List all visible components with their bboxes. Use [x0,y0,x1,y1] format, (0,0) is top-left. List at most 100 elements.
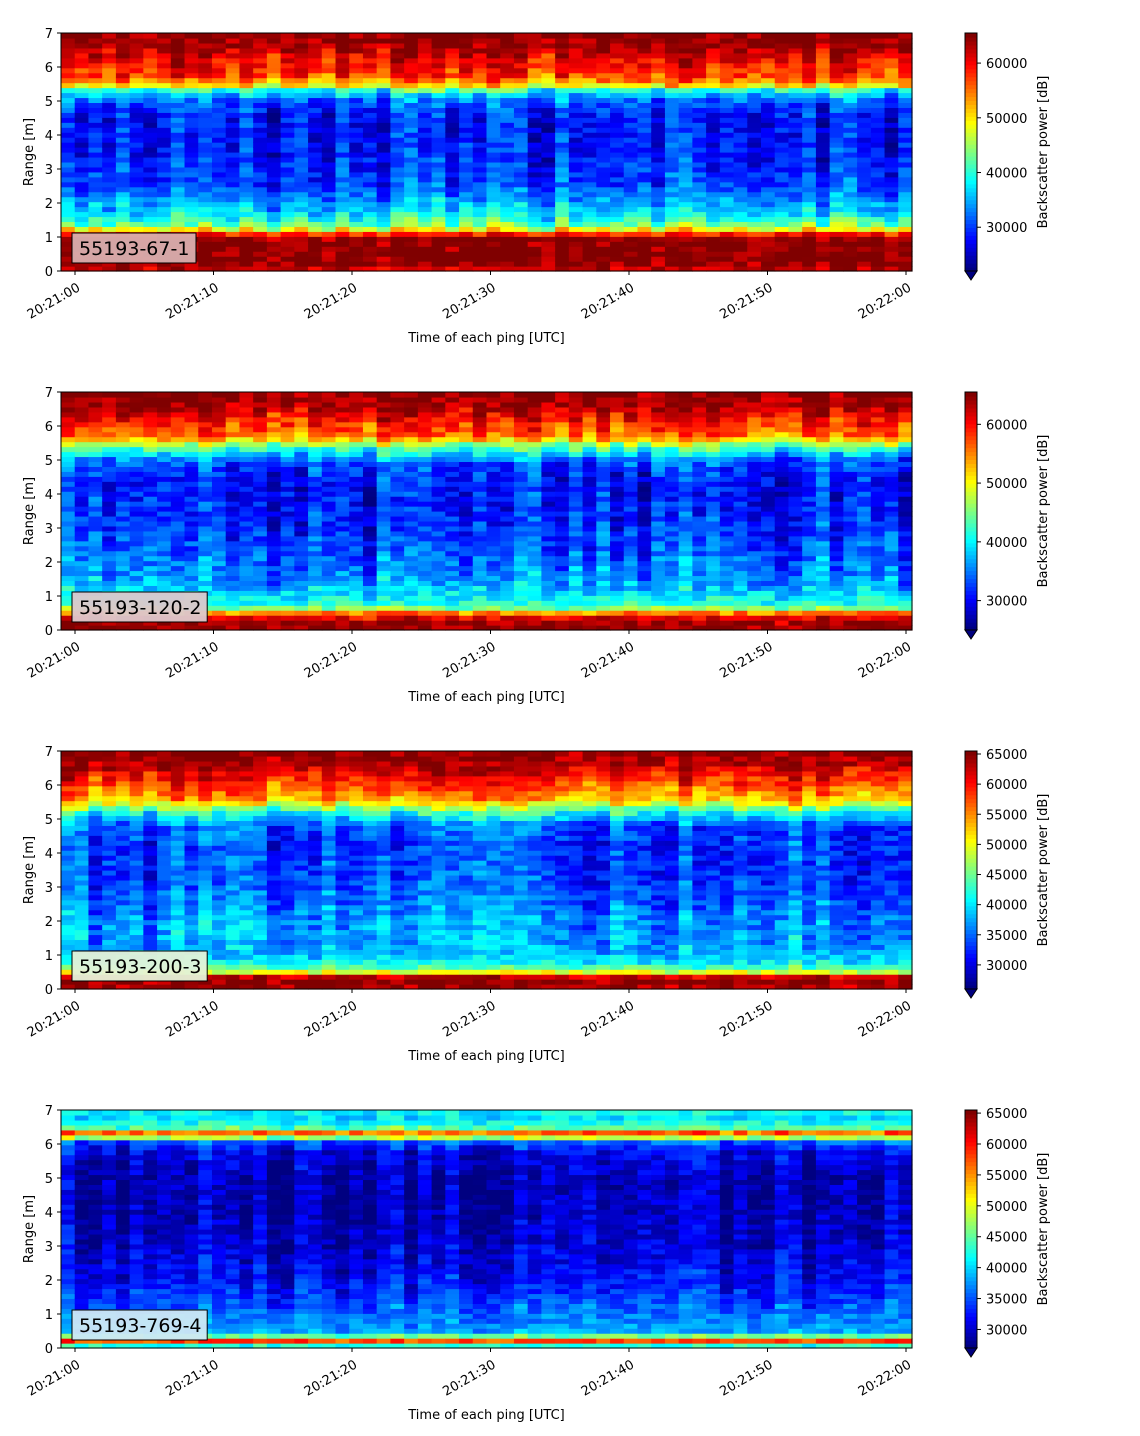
heatmap-cell [747,137,762,143]
heatmap-cell [349,67,364,74]
heatmap-cell [761,67,776,74]
heatmap-cell [527,176,543,183]
heatmap-cell [527,615,543,621]
heatmap-cell [623,127,639,133]
heatmap-cell [157,501,172,507]
heatmap-cell [664,266,680,272]
heatmap-cell [761,211,776,218]
heatmap-cell [308,67,323,74]
heatmap-cell [198,166,213,173]
heatmap-cell [376,87,392,94]
heatmap-cell [349,102,364,108]
heatmap-cell [568,436,584,443]
heatmap-cell [129,525,144,532]
heatmap-cell [719,176,735,183]
heatmap-cell [568,62,584,69]
heatmap-cell [692,33,707,39]
heatmap-cell [486,62,501,69]
heatmap-cell [280,82,295,89]
heatmap-cell [486,615,501,621]
heatmap-cell [513,620,529,626]
heatmap-cell [623,256,639,262]
heatmap-cell [362,261,378,267]
heatmap-cell [198,525,213,532]
heatmap-cell [692,147,707,153]
heatmap-cell [61,570,76,577]
heatmap-cell [115,72,131,79]
heatmap-cell [870,117,886,123]
heatmap-cell [568,97,584,104]
heatmap-cell [404,82,419,89]
heatmap-cell [870,236,886,242]
heatmap-cell [431,161,446,168]
heatmap-cell [390,266,405,272]
heatmap-cell [843,142,858,148]
heatmap-cell [102,122,117,128]
heatmap-cell [253,152,268,158]
heatmap-cell [788,127,803,133]
heatmap-cell [349,211,364,218]
heatmap-cell [500,421,515,428]
heatmap-cell [239,266,254,272]
heatmap-cell [445,605,460,611]
heatmap-cell [253,211,268,218]
heatmap-cell [266,226,282,232]
heatmap-cell [102,137,117,143]
heatmap-cell [335,570,350,577]
heatmap-cell [884,42,899,49]
colorbar-segment [965,116,977,121]
heatmap-cell [815,186,831,193]
heatmap-cell [74,416,90,423]
heatmap-cell [143,176,158,183]
heatmap-cell [349,565,364,572]
heatmap-cell [349,421,364,428]
heatmap-cell [376,122,392,128]
heatmap-cell [500,191,515,198]
heatmap-cell [788,82,803,89]
heatmap-cell [884,211,899,218]
heatmap-cell [321,416,337,423]
heatmap-cell [115,62,131,69]
heatmap-cell [582,446,597,453]
heatmap-cell [472,461,488,467]
heatmap-cell [198,77,213,84]
heatmap-cell [253,615,268,621]
heatmap-cell [431,52,446,59]
heatmap-cell [582,431,597,438]
heatmap-cell [541,570,556,577]
heatmap-cell [239,560,254,567]
heatmap-cell [472,33,488,39]
heatmap-cell [472,87,488,94]
heatmap-cell [472,251,488,257]
heatmap-cell [513,560,529,567]
heatmap-cell [431,33,446,39]
heatmap-cell [417,82,433,89]
heatmap-cell [568,191,584,198]
heatmap-cell [706,261,721,267]
colorbar-segment [965,100,977,105]
heatmap-cell [486,456,501,463]
heatmap-cell [211,625,227,631]
heatmap-cell [225,560,241,567]
heatmap-cell [266,206,282,213]
heatmap-cell [362,461,378,467]
heatmap-cell [445,570,460,577]
heatmap-cell [280,530,295,537]
heatmap-cell [733,87,748,94]
heatmap-cell [294,181,309,188]
heatmap-cell [651,266,666,272]
heatmap-cell [253,147,268,153]
heatmap-cell [321,545,337,552]
heatmap-cell [335,481,350,487]
heatmap-cell [582,206,597,213]
heatmap-cell [129,166,144,173]
heatmap-cell [390,392,405,398]
heatmap-cell [102,62,117,69]
heatmap-cell [802,256,817,262]
heatmap-cell [239,540,254,547]
heatmap-cell [733,107,748,113]
heatmap-cell [74,87,90,94]
heatmap-cell [198,221,213,227]
heatmap-cell [184,525,199,532]
heatmap-cell [596,62,611,69]
